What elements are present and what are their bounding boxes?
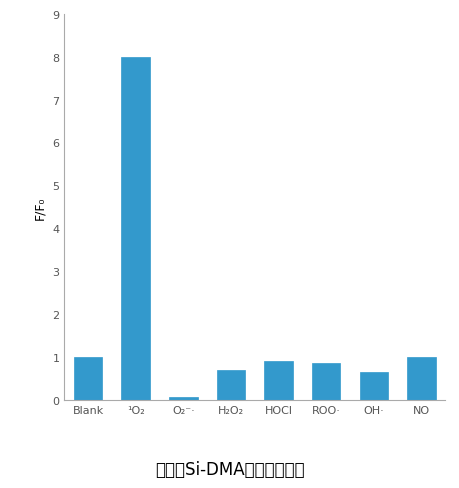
Y-axis label: F/F₀: F/F₀ <box>34 196 47 219</box>
Text: 図２　Si-DMAの反応特異性: 図２ Si-DMAの反応特異性 <box>155 460 304 478</box>
Bar <box>407 357 436 400</box>
Bar <box>74 357 102 400</box>
Bar <box>169 397 197 400</box>
Bar <box>121 58 150 400</box>
Bar <box>312 364 341 400</box>
Bar <box>359 372 388 400</box>
Bar <box>217 370 245 400</box>
Bar <box>264 362 293 400</box>
